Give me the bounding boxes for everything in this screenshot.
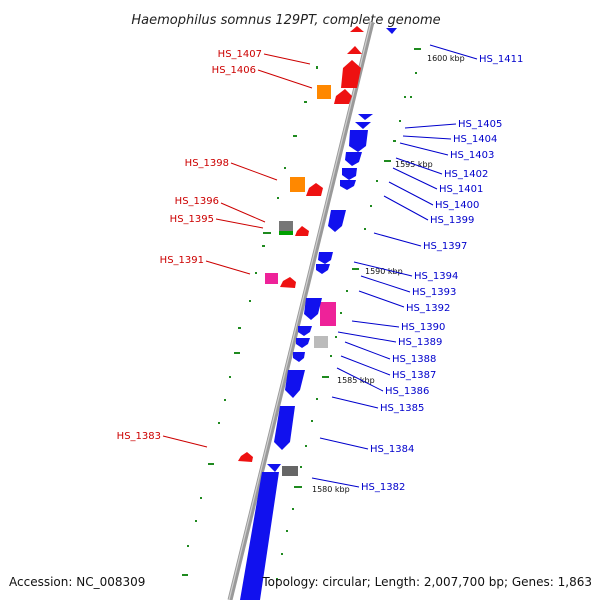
gene-label: HS_1397 — [423, 241, 467, 252]
kbp-mark: 1585 kbp — [337, 376, 375, 385]
feature-arrow — [386, 28, 397, 34]
gene-label: HS_1402 — [444, 169, 488, 180]
left-leader-lines — [162, 53, 313, 448]
gene-label: HS_1393 — [412, 287, 456, 298]
light-grey-feature — [314, 336, 328, 348]
feature-arrow — [295, 226, 309, 236]
gene-label: HS_1390 — [401, 322, 445, 333]
gene-label: HS_1394 — [414, 271, 458, 282]
feature-arrow — [306, 183, 323, 196]
kbp-mark: 1590 kbp — [365, 267, 403, 276]
gene-label: HS_1404 — [453, 134, 497, 145]
topology-text: Topology: circular; Length: 2,007,700 bp… — [261, 575, 592, 589]
feature-arrow — [280, 277, 296, 288]
gene-label: HS_1400 — [435, 200, 479, 211]
feature-arrow — [318, 252, 333, 264]
feature-arrow — [296, 338, 310, 348]
left-gene-labels: HS_1407 HS_1406 HS_1398 HS_1396 HS_1395 … — [117, 49, 262, 442]
gene-label: HS_1411 — [479, 54, 523, 65]
feature-arrow — [334, 89, 352, 104]
gene-label: HS_1395 — [170, 214, 214, 225]
feature-arrow — [340, 180, 356, 190]
genome-backbone-highlight — [228, 21, 372, 600]
gene-label: HS_1405 — [458, 119, 502, 130]
feature-arrow — [358, 114, 373, 120]
feature-arrow — [240, 472, 279, 600]
feature-arrow — [355, 122, 371, 129]
other-features — [265, 85, 336, 476]
kbp-mark: 1580 kbp — [312, 485, 350, 494]
grey-feature — [279, 221, 293, 231]
gene-label: HS_1406 — [212, 65, 256, 76]
gene-label: HS_1392 — [406, 303, 450, 314]
tick-tracks — [182, 48, 421, 580]
feature-arrow — [293, 352, 305, 362]
dark-grey-feature — [282, 466, 298, 476]
feature-arrow — [350, 26, 364, 32]
accession-text: Accession: NC_008309 — [9, 575, 145, 589]
feature-arrow — [267, 464, 281, 472]
feature-arrow — [298, 326, 312, 336]
feature-arrow — [304, 298, 322, 320]
feature-arrow — [345, 152, 362, 166]
feature-arrow — [328, 210, 346, 232]
feature-arrow — [285, 370, 305, 398]
feature-arrow — [238, 452, 253, 462]
pink-feature — [265, 273, 278, 284]
gene-label: HS_1385 — [380, 403, 424, 414]
orange-feature — [290, 177, 305, 192]
forward-features — [238, 26, 364, 462]
gene-label: HS_1382 — [361, 482, 405, 493]
genome-backbone — [227, 21, 375, 600]
gene-label: HS_1401 — [439, 184, 483, 195]
gene-label: HS_1383 — [117, 431, 161, 442]
feature-arrow — [349, 130, 368, 152]
gene-label: HS_1388 — [392, 354, 436, 365]
reverse-features — [240, 28, 397, 600]
gene-label: HS_1396 — [175, 196, 219, 207]
gene-label: HS_1407 — [218, 49, 262, 60]
feature-arrow — [274, 406, 295, 450]
feature-arrow — [347, 46, 362, 54]
feature-arrow — [316, 264, 330, 274]
gene-label: HS_1403 — [450, 150, 494, 161]
feature-arrow — [341, 60, 361, 88]
gene-label: HS_1398 — [185, 158, 229, 169]
right-leader-lines — [311, 44, 478, 488]
right-gene-labels: HS_1411 HS_1405 HS_1404 HS_1403 HS_1402 … — [361, 54, 523, 493]
gene-label: HS_1399 — [430, 215, 474, 226]
gene-label: HS_1384 — [370, 444, 414, 455]
gene-label: HS_1386 — [385, 386, 429, 397]
pink-feature — [320, 302, 336, 326]
gene-label: HS_1387 — [392, 370, 436, 381]
kbp-mark: 1600 kbp — [427, 54, 465, 63]
green-feature — [279, 231, 293, 235]
gene-label: HS_1391 — [160, 255, 204, 266]
orange-feature — [317, 85, 331, 99]
gene-label: HS_1389 — [398, 337, 442, 348]
feature-arrow — [342, 168, 357, 180]
genome-title: Haemophilus somnus 129PT, complete genom… — [131, 13, 440, 28]
